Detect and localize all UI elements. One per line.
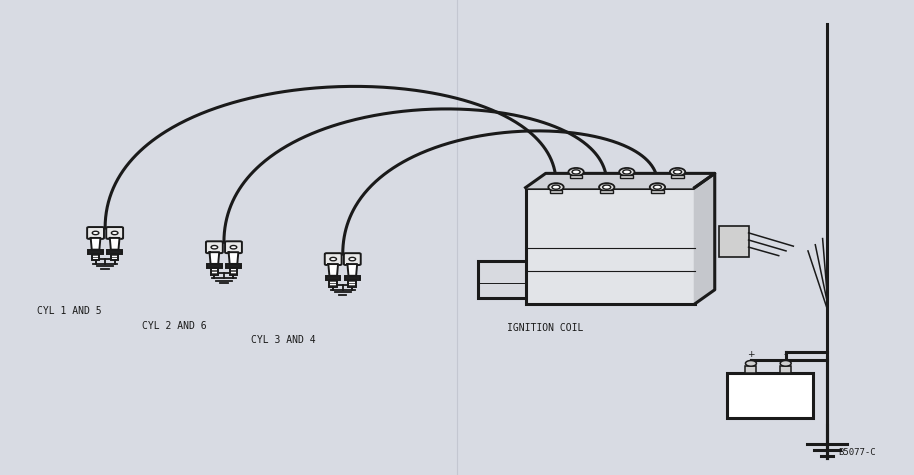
Circle shape (230, 246, 237, 249)
Bar (107, 250, 122, 254)
Polygon shape (328, 264, 338, 276)
Text: +: + (747, 351, 755, 359)
Text: CYL 3 AND 4: CYL 3 AND 4 (251, 335, 316, 345)
Text: -: - (784, 351, 787, 359)
Circle shape (552, 185, 560, 189)
Circle shape (674, 170, 682, 174)
Bar (526, 188, 695, 304)
FancyBboxPatch shape (324, 253, 342, 265)
FancyBboxPatch shape (206, 241, 223, 253)
Bar (549, 190, 562, 193)
Bar (326, 276, 341, 280)
Bar (210, 268, 218, 275)
FancyBboxPatch shape (225, 241, 242, 253)
Polygon shape (347, 264, 357, 276)
Bar (781, 366, 792, 373)
Bar (348, 280, 356, 286)
Text: CYL 2 AND 6: CYL 2 AND 6 (142, 321, 207, 331)
Bar (111, 254, 119, 260)
Bar (91, 254, 100, 260)
Polygon shape (90, 238, 101, 250)
Circle shape (602, 185, 611, 189)
Bar (621, 175, 633, 178)
FancyBboxPatch shape (106, 227, 123, 239)
Polygon shape (209, 252, 219, 264)
Circle shape (548, 183, 564, 191)
Bar (478, 261, 530, 298)
Circle shape (211, 246, 218, 249)
Bar (345, 276, 359, 280)
Text: IGNITION COIL: IGNITION COIL (507, 323, 584, 333)
Circle shape (654, 185, 662, 189)
Polygon shape (526, 173, 715, 188)
Polygon shape (110, 238, 120, 250)
Circle shape (781, 361, 792, 366)
Bar (329, 280, 337, 286)
Bar (569, 175, 582, 178)
Text: BATTERY: BATTERY (746, 390, 794, 400)
Bar (671, 175, 684, 178)
Circle shape (599, 183, 614, 191)
Circle shape (92, 231, 99, 235)
Bar (226, 264, 240, 268)
Text: B5077-C: B5077-C (838, 448, 876, 457)
Bar (651, 190, 664, 193)
Polygon shape (695, 173, 715, 304)
Circle shape (112, 231, 118, 235)
FancyBboxPatch shape (344, 253, 361, 265)
Bar (746, 366, 757, 373)
Circle shape (349, 257, 356, 261)
Circle shape (330, 257, 336, 261)
Circle shape (670, 168, 686, 176)
Circle shape (622, 170, 631, 174)
Circle shape (569, 168, 584, 176)
Circle shape (572, 170, 580, 174)
Bar (207, 264, 222, 268)
Bar (600, 190, 613, 193)
Circle shape (650, 183, 665, 191)
Bar (89, 250, 103, 254)
Polygon shape (228, 252, 239, 264)
Bar (229, 268, 238, 275)
Circle shape (746, 361, 757, 366)
Bar (727, 373, 813, 418)
Bar (719, 226, 749, 256)
FancyBboxPatch shape (87, 227, 104, 239)
Text: CYL 1 AND 5: CYL 1 AND 5 (37, 306, 101, 316)
Circle shape (619, 168, 634, 176)
